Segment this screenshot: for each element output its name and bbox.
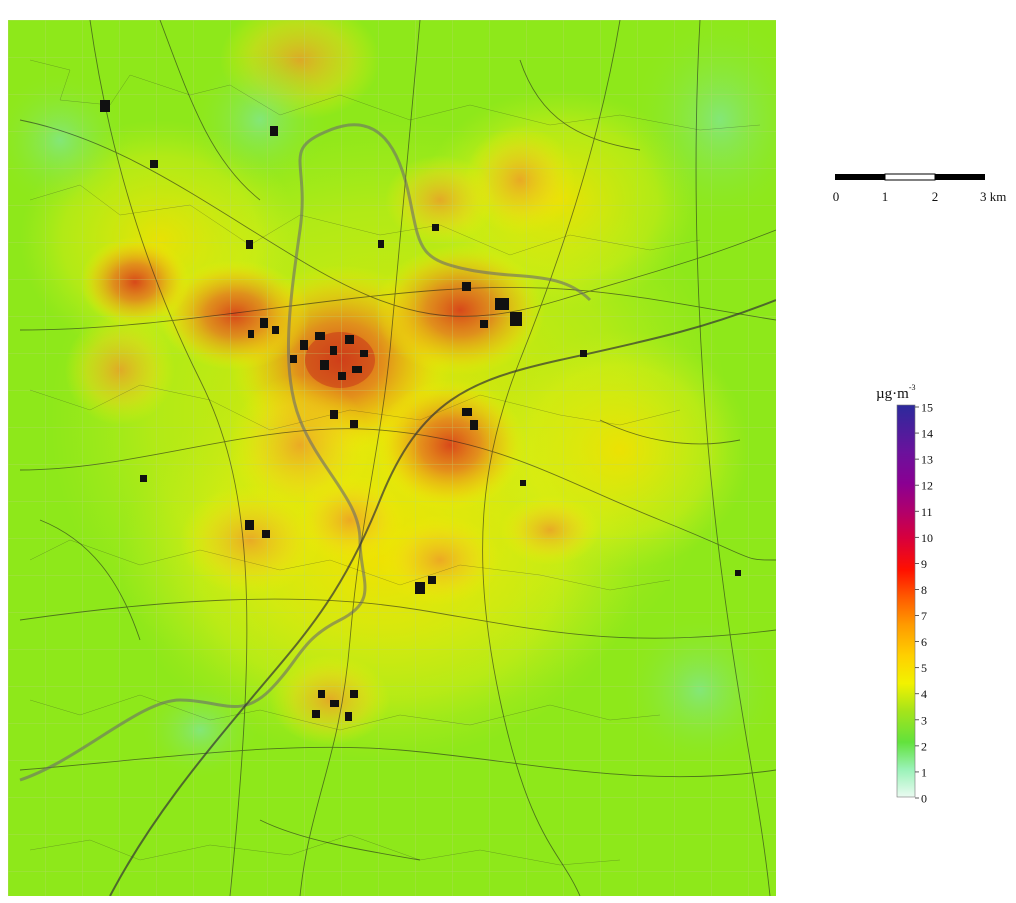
legend-tick-label: 5 <box>921 661 927 675</box>
railway <box>109 299 776 896</box>
legend-tick-label: 7 <box>921 609 927 623</box>
legend-unit-superscript: -3 <box>909 383 916 392</box>
legend-tick-label: 11 <box>921 505 933 519</box>
legend-tick-label: 4 <box>921 687 927 701</box>
scale-label-1: 1 <box>882 189 889 204</box>
urban-texture <box>29 59 761 866</box>
legend-tick-label: 3 <box>921 713 927 727</box>
building-blocks <box>100 100 741 721</box>
scale-label-3: 3 km <box>980 189 1006 204</box>
legend-tick-label: 0 <box>921 792 927 806</box>
legend-unit-text: µg·m <box>876 386 909 402</box>
scale-label-0: 0 <box>833 189 840 204</box>
legend-tick-label: 8 <box>921 583 927 597</box>
legend-unit: µg·m-3 <box>876 383 915 402</box>
river <box>19 123 592 782</box>
legend-tick-label: 10 <box>921 531 933 545</box>
scale-label-2: 2 <box>932 189 939 204</box>
legend-tick-label: 14 <box>921 427 933 441</box>
concentration-raster <box>8 20 776 896</box>
legend-tick-label: 12 <box>921 479 933 493</box>
legend-tick-label: 6 <box>921 635 927 649</box>
scale-bar: 0 1 2 3 km <box>833 173 1006 204</box>
legend-tick-label: 9 <box>921 557 927 571</box>
legend-colorbar <box>896 404 916 798</box>
legend-tick-label: 13 <box>921 453 933 467</box>
legend-tick-label: 15 <box>921 401 933 415</box>
legend-tick-label: 1 <box>921 765 927 779</box>
legend-tick-label: 2 <box>921 739 927 753</box>
